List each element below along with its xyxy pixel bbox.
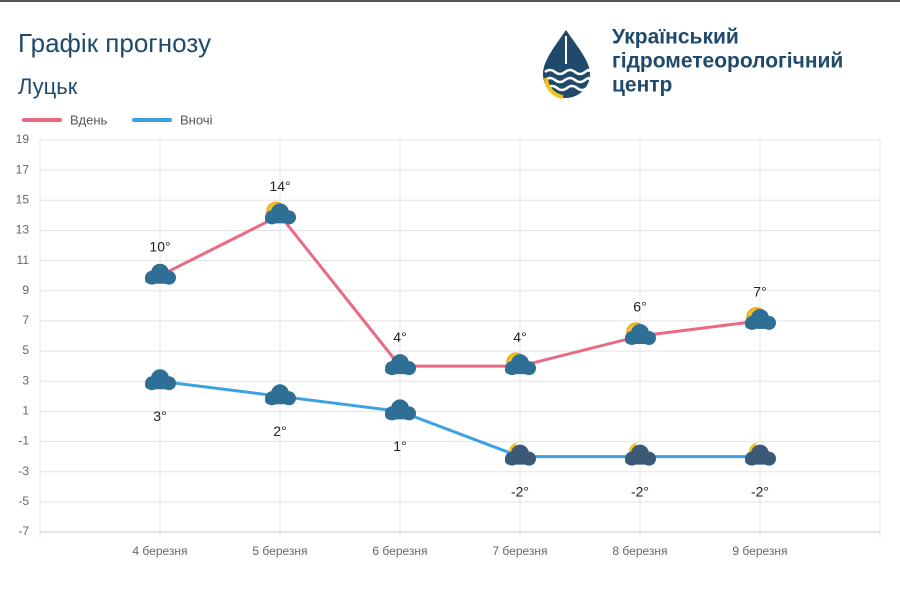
series-line: [159, 213, 761, 368]
weather-icon: [385, 354, 416, 376]
value-label: 14°: [269, 178, 290, 194]
value-label: 10°: [149, 238, 170, 254]
weather-icon: [625, 442, 656, 466]
y-tick-label: 7: [22, 313, 29, 327]
x-tick-label: 8 березня: [612, 544, 667, 558]
y-tick-label: -5: [18, 494, 29, 508]
y-tick-label: 11: [17, 253, 30, 267]
legend-label: Вночі: [180, 112, 213, 127]
cloud: [265, 215, 295, 224]
y-tick-label: -3: [18, 464, 29, 478]
cloud: [625, 456, 655, 465]
x-tick-label: 4 березня: [132, 544, 187, 558]
y-tick-label: 1: [22, 404, 29, 418]
cloud: [505, 366, 535, 375]
weather-icon: [265, 201, 296, 225]
org-line: гідрометеорологічний: [612, 50, 843, 73]
value-label: 4°: [513, 329, 526, 345]
y-tick-label: -1: [18, 434, 29, 448]
y-tick-label: -7: [18, 524, 29, 538]
weather-icon: [745, 307, 776, 330]
y-tick-label: 5: [22, 343, 29, 357]
value-label: -2°: [511, 483, 529, 499]
value-label: 3°: [153, 408, 166, 424]
value-label: 1°: [393, 438, 406, 454]
legend-label: Вдень: [70, 112, 108, 127]
y-tick-label: 17: [16, 162, 30, 176]
y-tick-label: 9: [22, 283, 29, 297]
weather-icon: [145, 369, 176, 391]
org-line: Український: [612, 26, 739, 49]
value-label: 6°: [633, 299, 646, 315]
weather-icon: [385, 399, 416, 421]
cloud: [145, 381, 175, 390]
cloud: [745, 320, 775, 329]
series-line: [159, 379, 760, 459]
x-tick-label: 9 березня: [732, 544, 787, 558]
legend-swatch: [22, 118, 62, 122]
cloud: [385, 411, 415, 420]
x-tick-label: 6 березня: [372, 544, 427, 558]
value-label: 4°: [393, 329, 406, 345]
weather-icon: [265, 384, 296, 406]
weather-icon: [505, 442, 536, 466]
logo: [543, 30, 591, 99]
org-line: центр: [612, 74, 672, 97]
value-label: 7°: [753, 284, 766, 300]
cloud: [385, 366, 415, 375]
value-label: 2°: [273, 423, 286, 439]
x-tick-label: 5 березня: [252, 544, 307, 558]
cloud: [625, 336, 655, 344]
value-label: -2°: [631, 483, 649, 499]
y-tick-label: 15: [16, 192, 30, 206]
city: Луцьк: [18, 74, 78, 99]
weather-icon: [745, 442, 776, 466]
y-tick-label: 3: [22, 373, 29, 387]
cloud: [745, 456, 775, 465]
y-tick-label: 19: [16, 132, 30, 146]
legend-swatch: [132, 118, 172, 122]
title: Графік прогнозу: [18, 28, 211, 58]
weather-icon: [625, 322, 656, 345]
value-label: -2°: [751, 483, 769, 499]
cloud: [145, 275, 175, 284]
x-tick-label: 7 березня: [492, 544, 547, 558]
cloud: [265, 396, 295, 405]
weather-icon: [145, 263, 176, 285]
cloud: [505, 456, 535, 465]
weather-icon: [505, 352, 536, 376]
y-tick-label: 13: [16, 223, 30, 237]
